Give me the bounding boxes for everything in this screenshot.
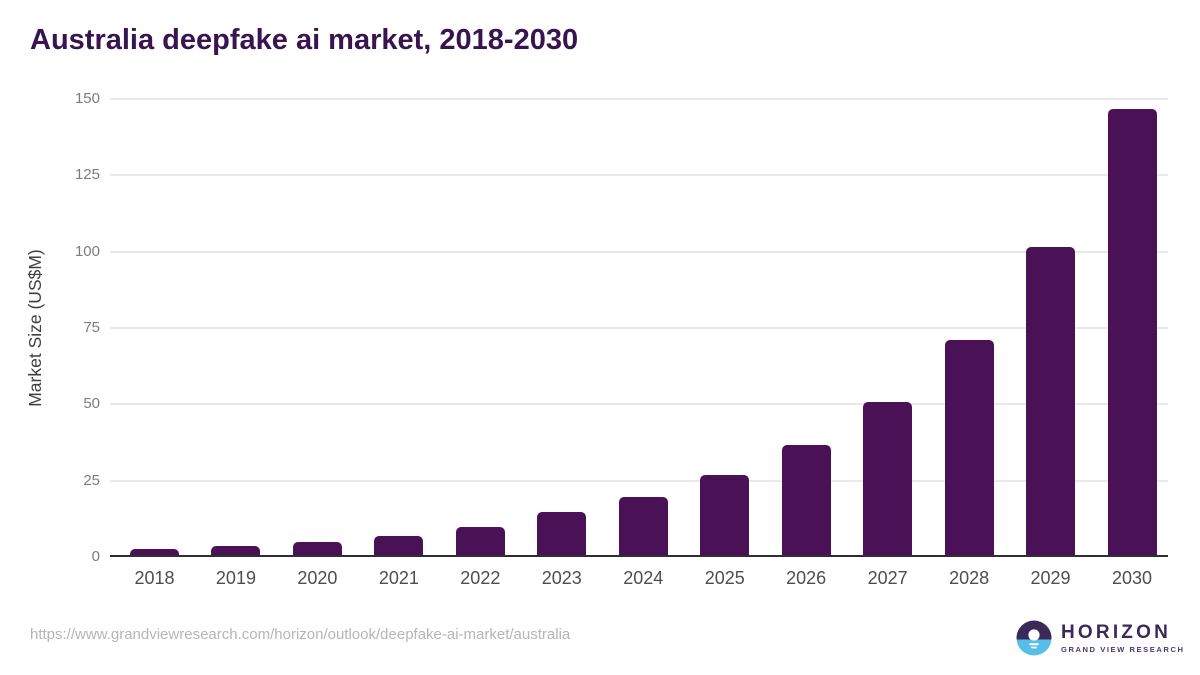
logo-brand-name: HORIZON — [1061, 621, 1172, 643]
x-tick-label-2028: 2028 — [949, 568, 990, 588]
x-tick-label-2027: 2027 — [867, 568, 908, 588]
bar-2024 — [618, 496, 668, 556]
horizon-logo-icon — [1016, 620, 1052, 656]
bar-2022 — [455, 527, 505, 556]
gridline-125 — [110, 174, 1168, 177]
gridline-75 — [110, 327, 1168, 329]
gridline-150 — [110, 98, 1168, 100]
gridline-100 — [110, 250, 1168, 253]
bar-2028 — [944, 340, 994, 556]
gridline-25 — [110, 479, 1168, 482]
source-url-text: https://www.grandviewresearch.com/horizo… — [30, 626, 571, 643]
bar-2023 — [537, 512, 587, 556]
x-tick-label-2020: 2020 — [297, 568, 338, 588]
logo-sun-dot — [1028, 629, 1040, 641]
y-tick-label-75: 75 — [83, 319, 100, 336]
bar-2020 — [292, 541, 342, 556]
logo-sub-brand-name: GRAND VIEW RESEARCH — [1061, 644, 1185, 654]
x-tick-label-2030: 2030 — [1111, 568, 1153, 588]
bar-2026 — [781, 444, 831, 556]
x-tick-label-2024: 2024 — [623, 568, 664, 588]
bar-2029 — [1026, 247, 1076, 556]
y-tick-label-150: 150 — [74, 90, 100, 107]
y-tick-label-25: 25 — [83, 471, 100, 489]
logo-text: HORIZON GRAND VIEW RESEARCH — [1061, 621, 1185, 654]
bar-2018 — [130, 548, 179, 556]
y-tick-label-100: 100 — [74, 242, 100, 260]
y-axis-title: Market Size (US$M) — [25, 249, 45, 407]
y-tick-label-125: 125 — [74, 166, 100, 184]
bar-2019 — [211, 545, 261, 556]
bar-2027 — [863, 402, 913, 556]
x-tick-label-2022: 2022 — [460, 568, 501, 588]
x-tick-label-2026: 2026 — [786, 568, 827, 588]
gridline-50 — [110, 403, 1168, 406]
y-tick-label-50: 50 — [83, 395, 100, 413]
logo-reflection-line-2 — [1031, 646, 1037, 649]
bar-2025 — [700, 475, 750, 556]
chart-title: Australia deepfake ai market, 2018-2030 — [30, 24, 579, 56]
logo-reflection-line-1 — [1029, 643, 1039, 646]
x-axis-line — [110, 555, 1168, 557]
plot-area — [110, 98, 1168, 557]
bar-2021 — [374, 535, 424, 556]
horizon-logo: HORIZON GRAND VIEW RESEARCH — [1016, 620, 1185, 656]
y-tick-label-0: 0 — [91, 548, 100, 565]
bar-2030 — [1107, 109, 1157, 556]
x-tick-label-2018: 2018 — [134, 568, 175, 588]
x-tick-label-2019: 2019 — [215, 568, 256, 588]
x-tick-label-2021: 2021 — [378, 568, 419, 588]
x-tick-label-2025: 2025 — [704, 568, 745, 588]
x-tick-label-2023: 2023 — [541, 568, 582, 588]
x-tick-label-2029: 2029 — [1030, 568, 1071, 588]
